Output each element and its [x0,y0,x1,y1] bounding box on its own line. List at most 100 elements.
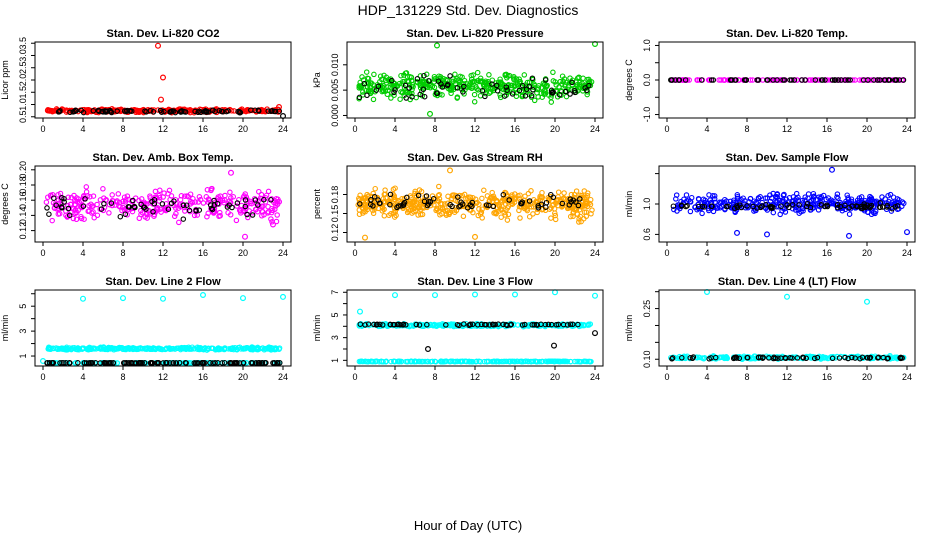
data-point [478,321,485,328]
data-point [863,298,870,305]
data-point [365,359,371,365]
data-point [551,289,558,296]
data-point [676,202,682,208]
x-tick-label: 12 [782,248,792,258]
data-point [469,78,476,85]
data-point [743,77,749,83]
y-tick-label: 0.20 [18,161,28,179]
data-point [210,209,216,215]
x-tick-label: 8 [744,124,749,134]
data-point [382,88,389,94]
x-tick-label: 16 [198,372,208,382]
data-point [479,215,485,221]
data-point [195,109,201,116]
data-point [423,71,430,78]
data-point [768,203,775,210]
data-point [567,213,574,220]
data-point [49,108,56,114]
data-point [847,77,853,83]
data-point [146,345,152,352]
data-point [431,84,438,91]
data-point [242,233,249,240]
data-point [51,195,57,201]
data-point [688,194,695,201]
data-point [383,358,389,365]
data-point [838,77,844,83]
data-point [253,206,259,213]
data-point [90,108,97,114]
data-point [419,211,426,218]
data-point [845,355,851,362]
data-point [567,196,574,202]
data-point [421,93,428,100]
data-point [377,200,383,206]
data-point [227,189,233,196]
data-point [531,81,537,88]
data-point [155,360,162,366]
x-tick-label: 20 [238,248,248,258]
data-point [772,77,778,83]
data-point [696,77,703,83]
data-point [404,194,410,201]
figure-x-axis-label: Hour of Day (UTC) [413,518,523,533]
data-point [61,199,67,205]
x-tick-label: 20 [550,372,560,382]
data-point [560,78,566,85]
data-point [68,201,74,208]
data-point [521,72,528,78]
y-axis-label: ml/min [0,315,10,342]
data-point [834,191,841,197]
data-point [407,73,413,80]
chart-title: Stan. Dev. Sample Flow [726,152,849,164]
data-point [386,78,392,84]
data-point [669,355,676,361]
data-point [479,195,485,202]
data-point [496,202,502,208]
data-point [569,321,576,328]
data-point [496,358,502,365]
data-point [84,109,91,116]
data-point [729,77,735,83]
data-point [526,83,533,90]
data-point [165,206,172,212]
data-point [411,358,417,365]
data-point [193,207,199,213]
data-point [101,201,107,207]
data-point [708,355,714,361]
data-point [892,204,898,210]
chart-title: Stan. Dev. Gas Stream RH [407,152,543,164]
x-tick-label: 16 [822,124,832,134]
data-point [46,360,53,366]
data-point [272,108,279,115]
data-point [839,207,846,214]
data-point [528,93,535,99]
data-point [49,217,55,224]
data-point [494,88,501,94]
data-point [718,77,724,83]
data-point [502,72,508,79]
data-point [356,195,362,202]
data-point [789,355,795,361]
y-tick-label: 7 [330,290,340,295]
data-point [468,72,474,79]
chart-title: Stan. Dev. Line 2 Flow [105,276,221,288]
data-point [131,203,138,210]
data-point [451,192,457,198]
data-point [757,194,763,200]
data-point [155,42,162,49]
data-point [398,72,404,79]
data-point [416,187,423,193]
data-point [476,358,482,365]
data-point [44,205,50,211]
data-point [78,203,84,210]
data-point [219,197,226,204]
data-point [478,209,485,216]
data-point [52,205,58,211]
data-point [443,212,450,218]
data-point [497,206,504,213]
data-point [229,345,235,351]
data-point [163,345,170,352]
data-point [472,291,479,298]
data-point [436,183,442,190]
data-point [482,93,488,100]
